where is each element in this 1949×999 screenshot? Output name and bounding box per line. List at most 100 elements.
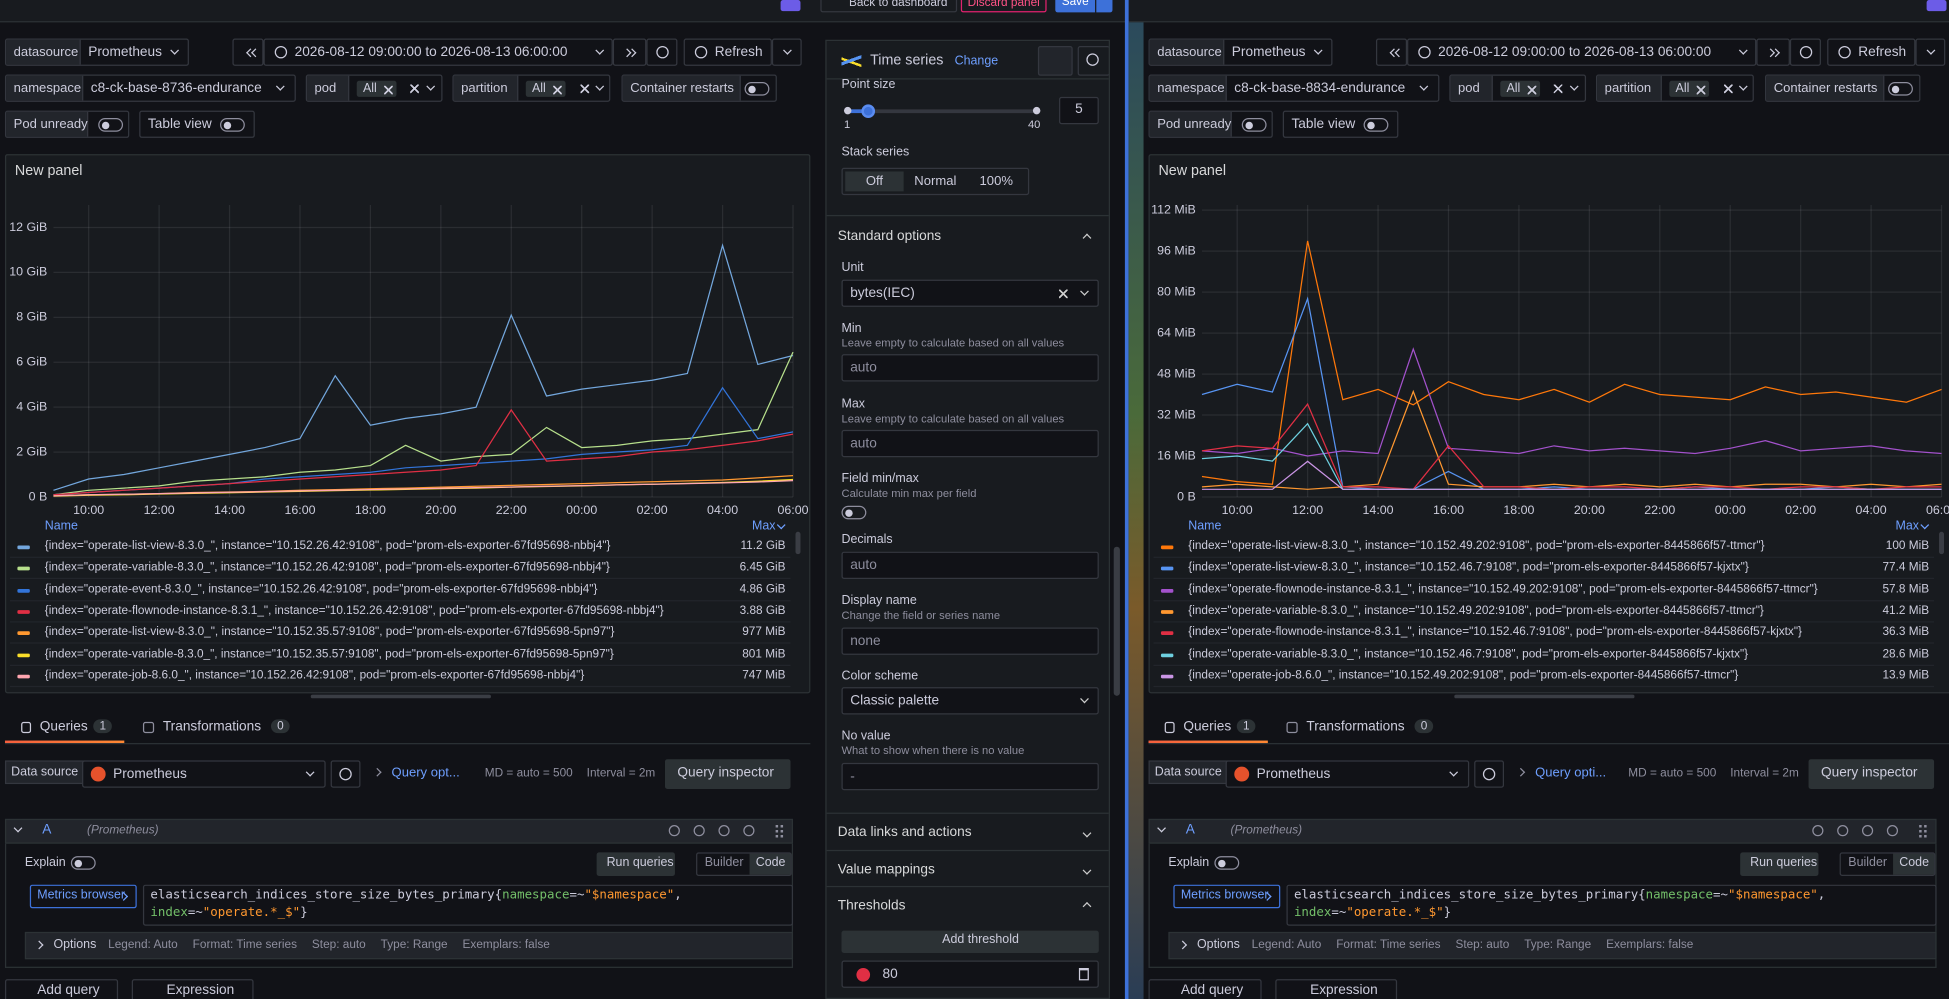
toggle[interactable]	[841, 505, 867, 520]
chevron-icon	[1516, 767, 1526, 777]
toggle[interactable]	[1241, 118, 1267, 132]
add-query-button[interactable]	[4, 979, 119, 999]
series-line	[53, 351, 794, 496]
table-view-toggle[interactable]: Table view	[1282, 110, 1399, 138]
query-ref: A	[1185, 822, 1195, 838]
slider-thumb[interactable]	[860, 104, 875, 119]
toggle[interactable]	[744, 82, 770, 96]
code-token: index	[150, 905, 188, 920]
pod-unready-toggle[interactable]: Pod unready	[1148, 110, 1273, 138]
legend-max-header: Max	[752, 519, 776, 534]
namespace-picker[interactable]: namespace c8-ck-base-8736-endurance	[4, 74, 296, 102]
query-editor[interactable]	[1286, 884, 1937, 926]
refresh-button[interactable]: Refresh	[683, 38, 772, 66]
time-forward-button[interactable]	[1756, 38, 1790, 66]
expression-button[interactable]	[131, 979, 254, 999]
input[interactable]: -	[841, 762, 1099, 791]
input[interactable]: none	[841, 627, 1099, 655]
discard-button[interactable]: Discard panel	[960, 0, 1047, 13]
metrics-browser-button[interactable]	[1173, 884, 1281, 909]
time-back-button[interactable]	[1375, 38, 1408, 66]
toggle[interactable]	[70, 856, 96, 870]
input[interactable]: auto	[841, 354, 1099, 382]
help-button[interactable]	[1474, 760, 1505, 788]
input[interactable]: auto	[841, 429, 1099, 458]
clock-icon	[1418, 45, 1431, 59]
change-viz-link: Change	[954, 54, 999, 69]
run-queries-button[interactable]	[596, 852, 675, 876]
expression-button[interactable]	[1275, 979, 1398, 999]
stack-mode[interactable]: Off	[845, 171, 904, 192]
partition-picker[interactable]: partition All	[452, 74, 611, 102]
data-source-picker[interactable]: Prometheus	[82, 760, 326, 788]
input[interactable]: Classic palette	[841, 687, 1099, 715]
refresh-interval-button[interactable]	[1915, 38, 1946, 66]
variable-value: Prometheus	[88, 44, 162, 60]
code-token: index	[1293, 905, 1332, 920]
datasource-picker[interactable]: datasource Prometheus	[4, 38, 189, 66]
add-query-button[interactable]	[1148, 979, 1262, 999]
builder-mode: Builder	[1848, 856, 1888, 870]
pod-unready-toggle[interactable]: Pod unready	[4, 110, 130, 138]
metrics-browser-button[interactable]	[29, 884, 137, 909]
zoom-out-button[interactable]	[1789, 38, 1821, 66]
threshold-color[interactable]	[856, 967, 871, 982]
clock-icon	[274, 45, 288, 59]
time-series-chart: 0 B 16 MiB 32 MiB 48 MiB 64 MiB 80 MiB 96 MiB 1…	[1151, 202, 1949, 517]
legend-series-max: 801 MiB	[742, 646, 786, 661]
toggle[interactable]	[220, 118, 245, 132]
legend-name-header: Name	[1188, 519, 1222, 534]
toggle-knob	[1367, 121, 1375, 129]
time-range-picker[interactable]: 2026-08-12 09:00:00 to 2026-08-13 06:00:…	[263, 38, 613, 66]
threshold-row[interactable]	[841, 960, 1099, 988]
options-button[interactable]	[1037, 45, 1073, 76]
panel	[4, 154, 811, 694]
query-inspector-button[interactable]	[1808, 759, 1935, 790]
refresh-interval-button[interactable]	[771, 38, 802, 66]
query-editor[interactable]	[142, 884, 794, 926]
time-forward-button[interactable]	[612, 38, 647, 66]
data-source-picker[interactable]: Prometheus	[1225, 760, 1470, 788]
toggle[interactable]	[1214, 856, 1240, 870]
save-dropdown[interactable]	[1096, 0, 1113, 13]
input-text: auto	[850, 360, 877, 376]
time-back-button[interactable]	[232, 38, 264, 66]
table-view-toggle[interactable]: Table view	[139, 110, 255, 138]
pod-picker[interactable]: pod All	[305, 74, 443, 102]
y-tick-label: 0 B	[1177, 489, 1196, 503]
toggle[interactable]	[98, 118, 124, 132]
legend-series-max: 57.8 MiB	[1882, 582, 1930, 596]
chip-text: All	[531, 81, 546, 96]
back-button[interactable]: Back to dashboard	[820, 0, 958, 13]
container-restarts-toggle[interactable]: Container restarts	[1765, 74, 1921, 102]
toggle-knob	[748, 85, 756, 93]
stack-mode[interactable]: 100%	[979, 173, 1013, 189]
delete-icon	[1078, 967, 1089, 981]
refresh-button[interactable]: Refresh	[1827, 38, 1916, 66]
help-button[interactable]	[330, 760, 361, 788]
point-size-input[interactable]	[1059, 96, 1099, 125]
legend-row: {index="operate-job-8.6.0_", instance="1…	[1153, 666, 1935, 687]
datasource-picker[interactable]: datasource Prometheus	[1148, 38, 1333, 66]
container-restarts-toggle[interactable]: Container restarts	[621, 74, 777, 102]
run-queries-button[interactable]	[1740, 852, 1819, 876]
time-range-picker[interactable]: 2026-08-12 09:00:00 to 2026-08-13 06:00:…	[1407, 38, 1757, 66]
toggle[interactable]	[1363, 118, 1389, 132]
save-button[interactable]: Save	[1055, 0, 1096, 13]
namespace-picker[interactable]: namespace c8-ck-base-8834-endurance	[1148, 74, 1440, 102]
zoom-out-button[interactable]	[646, 38, 678, 66]
input[interactable]: bytes(IEC)	[841, 279, 1099, 307]
input[interactable]: auto	[841, 551, 1099, 580]
partition-picker[interactable]: partition All	[1595, 74, 1754, 102]
add-threshold-button[interactable]	[841, 930, 1099, 954]
query-options-link: Query opti...	[1535, 765, 1607, 781]
icon	[1482, 767, 1496, 781]
query-inspector-button[interactable]	[664, 759, 791, 790]
toggle[interactable]	[1888, 82, 1913, 96]
y-tick-label: 112 MiB	[1151, 202, 1196, 216]
field-label: Max	[841, 397, 865, 412]
pod-picker[interactable]: pod All	[1449, 74, 1587, 102]
search-button[interactable]	[1077, 45, 1109, 76]
stack-mode[interactable]: Normal	[914, 173, 957, 189]
